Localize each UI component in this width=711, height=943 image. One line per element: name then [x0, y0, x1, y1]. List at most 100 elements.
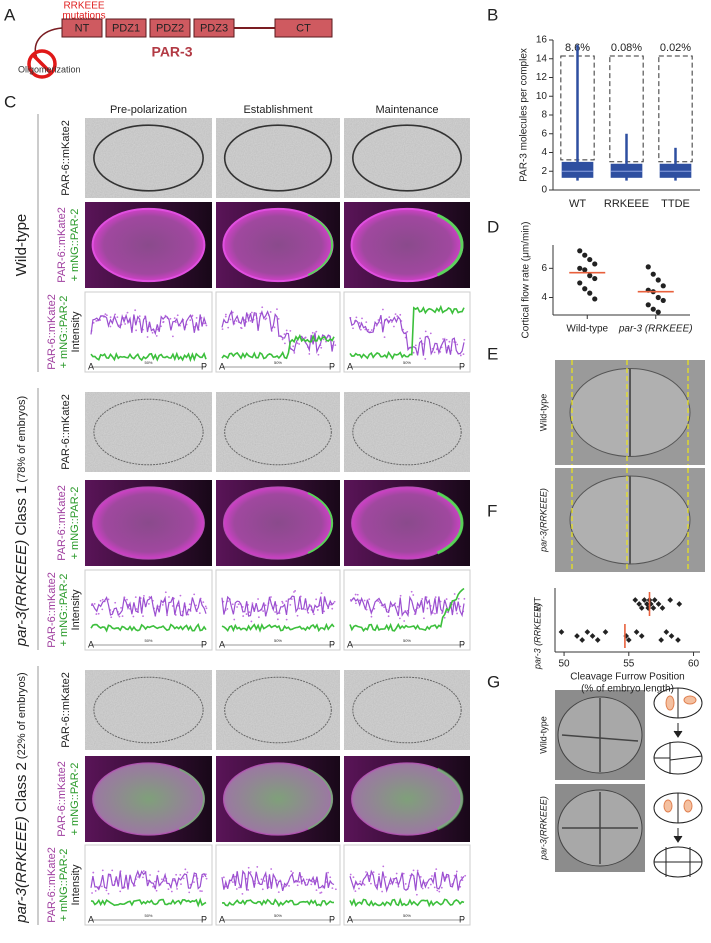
y-tick-label: 4	[541, 147, 547, 158]
point	[641, 597, 648, 603]
y-tick-label: 6	[541, 263, 547, 274]
point	[655, 601, 662, 607]
trace-dot	[257, 598, 259, 600]
trace-dot	[262, 610, 265, 612]
axis-mid: 50%	[144, 360, 152, 365]
trace-dot	[315, 598, 318, 601]
trace-dot	[365, 321, 368, 324]
point	[655, 277, 661, 283]
posterior-signal	[178, 768, 205, 830]
trace-dot	[311, 331, 314, 334]
axis-end: P	[329, 639, 335, 649]
trace-dot	[290, 870, 293, 873]
trace-dot	[352, 876, 355, 879]
axis-end: A	[347, 914, 353, 924]
trace-dot	[387, 615, 390, 618]
trace-dot	[381, 890, 384, 893]
trace-dot	[307, 611, 310, 614]
trace-dot	[285, 618, 288, 621]
trace-dot	[285, 600, 288, 603]
trace-dot	[151, 331, 154, 334]
trace-dot	[170, 890, 173, 893]
trace-dot	[429, 883, 432, 886]
posterior-signal	[307, 492, 334, 554]
trace	[349, 897, 465, 908]
trace-dot	[434, 596, 437, 599]
trace-dot	[421, 887, 424, 890]
trace-dot	[395, 872, 398, 875]
trace-dot	[464, 874, 467, 877]
trace-dot	[247, 889, 250, 891]
point	[645, 302, 651, 308]
trace-dot	[91, 892, 93, 894]
trace-dot	[105, 314, 108, 317]
axis-end: A	[347, 639, 353, 649]
trace-dot	[356, 593, 359, 596]
trace-dot	[173, 317, 176, 320]
trace-dot	[445, 598, 448, 600]
outlier-box	[658, 55, 693, 163]
point	[651, 597, 658, 603]
y-tick-label: 12	[536, 72, 548, 83]
point	[582, 252, 588, 258]
row-label: PAR-6::mKate2	[46, 572, 58, 648]
trace-dot	[204, 873, 207, 876]
row-label: Intensity	[70, 589, 82, 630]
trace-dot	[152, 885, 154, 888]
row-label: + mNG::PAR-2	[58, 296, 70, 369]
trace-dot	[433, 886, 436, 889]
trace-dot	[247, 866, 250, 869]
trace-dot	[155, 335, 158, 337]
embryo-outline	[352, 676, 462, 744]
trace-dot	[134, 596, 137, 599]
trace-dot	[370, 615, 373, 618]
trace-dot	[231, 881, 234, 883]
trace-dot	[315, 330, 318, 333]
trace-dot	[453, 874, 456, 877]
axis-end: P	[201, 914, 207, 924]
point	[650, 271, 656, 277]
trace-dot	[315, 889, 318, 892]
y-tick-label: 0	[541, 185, 547, 196]
domain	[274, 18, 333, 38]
trace-dot	[95, 613, 98, 615]
trace-dot	[406, 330, 409, 333]
image-grain	[85, 118, 212, 198]
trace-dot	[251, 602, 254, 605]
trace-dot	[205, 324, 208, 327]
trace-dot	[290, 598, 293, 600]
trace-dot	[412, 594, 415, 596]
mutation-label: mutations	[62, 11, 105, 22]
trace-dot	[91, 603, 94, 605]
embryo-outline	[224, 398, 332, 466]
trace-dot	[256, 866, 259, 868]
trace-dot	[456, 612, 458, 615]
axis-end: A	[88, 914, 94, 924]
trace-dot	[427, 886, 430, 889]
trace-dot	[399, 594, 402, 597]
point	[577, 248, 583, 254]
trace-dot	[434, 612, 436, 615]
trace-dot	[289, 604, 292, 606]
trace-dot	[226, 608, 229, 610]
x-tick-label: Wild-type	[566, 324, 608, 335]
trace-dot	[97, 612, 100, 615]
trace-dot	[317, 353, 320, 356]
protein-label: PAR-3	[152, 44, 193, 60]
y-tick-label: par-3 (RRKEEE)	[532, 603, 542, 670]
trace-dot	[245, 613, 248, 615]
trace-dot	[273, 326, 276, 329]
trace-dot	[284, 885, 287, 888]
trace-dot	[176, 887, 178, 890]
trace-dot	[179, 594, 182, 597]
trace-dot	[149, 874, 151, 876]
embryo-outline	[223, 124, 333, 192]
y-tick-label: WT	[532, 597, 542, 611]
trace-dot	[142, 870, 145, 872]
point	[592, 261, 598, 267]
posterior-signal	[436, 213, 464, 277]
y-tick-label: 2	[541, 166, 547, 177]
trace-dot	[383, 606, 386, 609]
trace-dot	[438, 890, 441, 893]
axis-mid: 50%	[144, 913, 152, 918]
